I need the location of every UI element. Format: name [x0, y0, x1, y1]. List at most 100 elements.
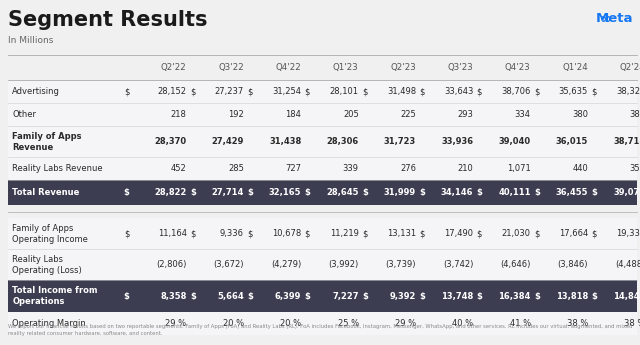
Text: $: $ [477, 87, 482, 96]
Text: 38,706: 38,706 [501, 87, 531, 96]
Bar [8, 157, 637, 180]
Text: 28,101: 28,101 [330, 87, 358, 96]
Text: Q4'23: Q4'23 [505, 63, 531, 72]
Text: 36,455: 36,455 [556, 188, 588, 197]
Text: 16,384: 16,384 [499, 292, 531, 300]
Text: 452: 452 [171, 164, 187, 174]
Text: 27,237: 27,237 [214, 87, 244, 96]
Text: (3,739): (3,739) [385, 260, 416, 269]
Text: Family of Apps
Revenue: Family of Apps Revenue [12, 131, 82, 152]
Bar [8, 280, 637, 312]
Text: 5,664: 5,664 [217, 292, 244, 300]
Text: (3,846): (3,846) [557, 260, 588, 269]
Text: (3,742): (3,742) [443, 260, 474, 269]
Text: Advertising: Advertising [12, 87, 60, 96]
Text: 28,370: 28,370 [154, 137, 187, 146]
Text: Q1'24: Q1'24 [563, 63, 588, 72]
Text: 380: 380 [572, 110, 588, 119]
Text: $: $ [477, 292, 483, 300]
Text: 11,164: 11,164 [157, 229, 187, 238]
Text: 285: 285 [228, 164, 244, 174]
Text: 14,847: 14,847 [613, 292, 640, 300]
Text: 31,723: 31,723 [384, 137, 416, 146]
Text: 225: 225 [400, 110, 416, 119]
Text: 8,358: 8,358 [160, 292, 187, 300]
Text: 28,822: 28,822 [154, 188, 187, 197]
Text: 38,718: 38,718 [613, 137, 640, 146]
Text: 38,329: 38,329 [616, 87, 640, 96]
Text: $: $ [190, 87, 195, 96]
Text: 1,071: 1,071 [507, 164, 531, 174]
Text: 19,335: 19,335 [616, 229, 640, 238]
Text: 27,714: 27,714 [212, 188, 244, 197]
Text: 17,490: 17,490 [444, 229, 474, 238]
Bar [8, 126, 637, 157]
Text: $: $ [534, 87, 540, 96]
Bar [8, 218, 637, 249]
Text: 28,645: 28,645 [326, 188, 358, 197]
Text: 184: 184 [285, 110, 301, 119]
Text: We report our financial results based on two reportable segments: Family of Apps: We report our financial results based on… [8, 324, 632, 336]
Text: Other: Other [12, 110, 36, 119]
Text: 334: 334 [515, 110, 531, 119]
Text: $: $ [477, 188, 483, 197]
Text: $: $ [591, 87, 596, 96]
Text: Q1'23: Q1'23 [333, 63, 358, 72]
Text: Meta: Meta [596, 12, 634, 25]
Text: $: $ [419, 188, 425, 197]
Text: $: $ [362, 188, 368, 197]
Text: (2,806): (2,806) [156, 260, 187, 269]
Text: 38 %: 38 % [624, 318, 640, 328]
Text: $: $ [305, 229, 310, 238]
Text: (3,992): (3,992) [328, 260, 358, 269]
Text: $: $ [124, 87, 129, 96]
Text: 20 %: 20 % [280, 318, 301, 328]
Text: (3,672): (3,672) [214, 260, 244, 269]
Text: Q2'23: Q2'23 [390, 63, 416, 72]
Text: $: $ [362, 229, 367, 238]
Text: $: $ [190, 188, 196, 197]
Text: Family of Apps
Operating Income: Family of Apps Operating Income [12, 224, 88, 244]
Text: 31,438: 31,438 [269, 137, 301, 146]
Text: 440: 440 [572, 164, 588, 174]
Text: 13,818: 13,818 [556, 292, 588, 300]
Text: 21,030: 21,030 [502, 229, 531, 238]
Text: $: $ [534, 292, 540, 300]
Text: $: $ [305, 188, 310, 197]
Text: Q3'23: Q3'23 [447, 63, 474, 72]
Text: In Millions: In Millions [8, 36, 53, 45]
Text: 13,131: 13,131 [387, 229, 416, 238]
Text: 27,429: 27,429 [212, 137, 244, 146]
Text: $: $ [124, 229, 129, 238]
Text: Segment Results: Segment Results [8, 10, 207, 30]
Text: $: $ [247, 87, 253, 96]
Text: Q2'22: Q2'22 [161, 63, 187, 72]
Text: 28,152: 28,152 [157, 87, 187, 96]
Text: 727: 727 [285, 164, 301, 174]
Bar [8, 80, 637, 103]
Text: 11,219: 11,219 [330, 229, 358, 238]
Bar [8, 180, 637, 205]
Text: 28,306: 28,306 [326, 137, 358, 146]
Text: 6,399: 6,399 [275, 292, 301, 300]
Text: 39,040: 39,040 [499, 137, 531, 146]
Text: $: $ [362, 292, 368, 300]
Text: $: $ [362, 87, 367, 96]
Text: $: $ [305, 87, 310, 96]
Bar [8, 103, 637, 126]
Text: $: $ [247, 188, 253, 197]
Text: 293: 293 [458, 110, 474, 119]
Text: 36,015: 36,015 [556, 137, 588, 146]
Text: 29 %: 29 % [166, 318, 187, 328]
Text: 31,254: 31,254 [272, 87, 301, 96]
Text: $: $ [190, 229, 195, 238]
Text: 31,999: 31,999 [384, 188, 416, 197]
Text: (4,279): (4,279) [271, 260, 301, 269]
Text: Total Income from
Operations: Total Income from Operations [12, 286, 98, 306]
Text: 276: 276 [400, 164, 416, 174]
Text: 339: 339 [342, 164, 358, 174]
Text: 389: 389 [629, 110, 640, 119]
Text: Reality Labs Revenue: Reality Labs Revenue [12, 164, 103, 174]
Text: $: $ [534, 188, 540, 197]
Text: $: $ [591, 188, 597, 197]
